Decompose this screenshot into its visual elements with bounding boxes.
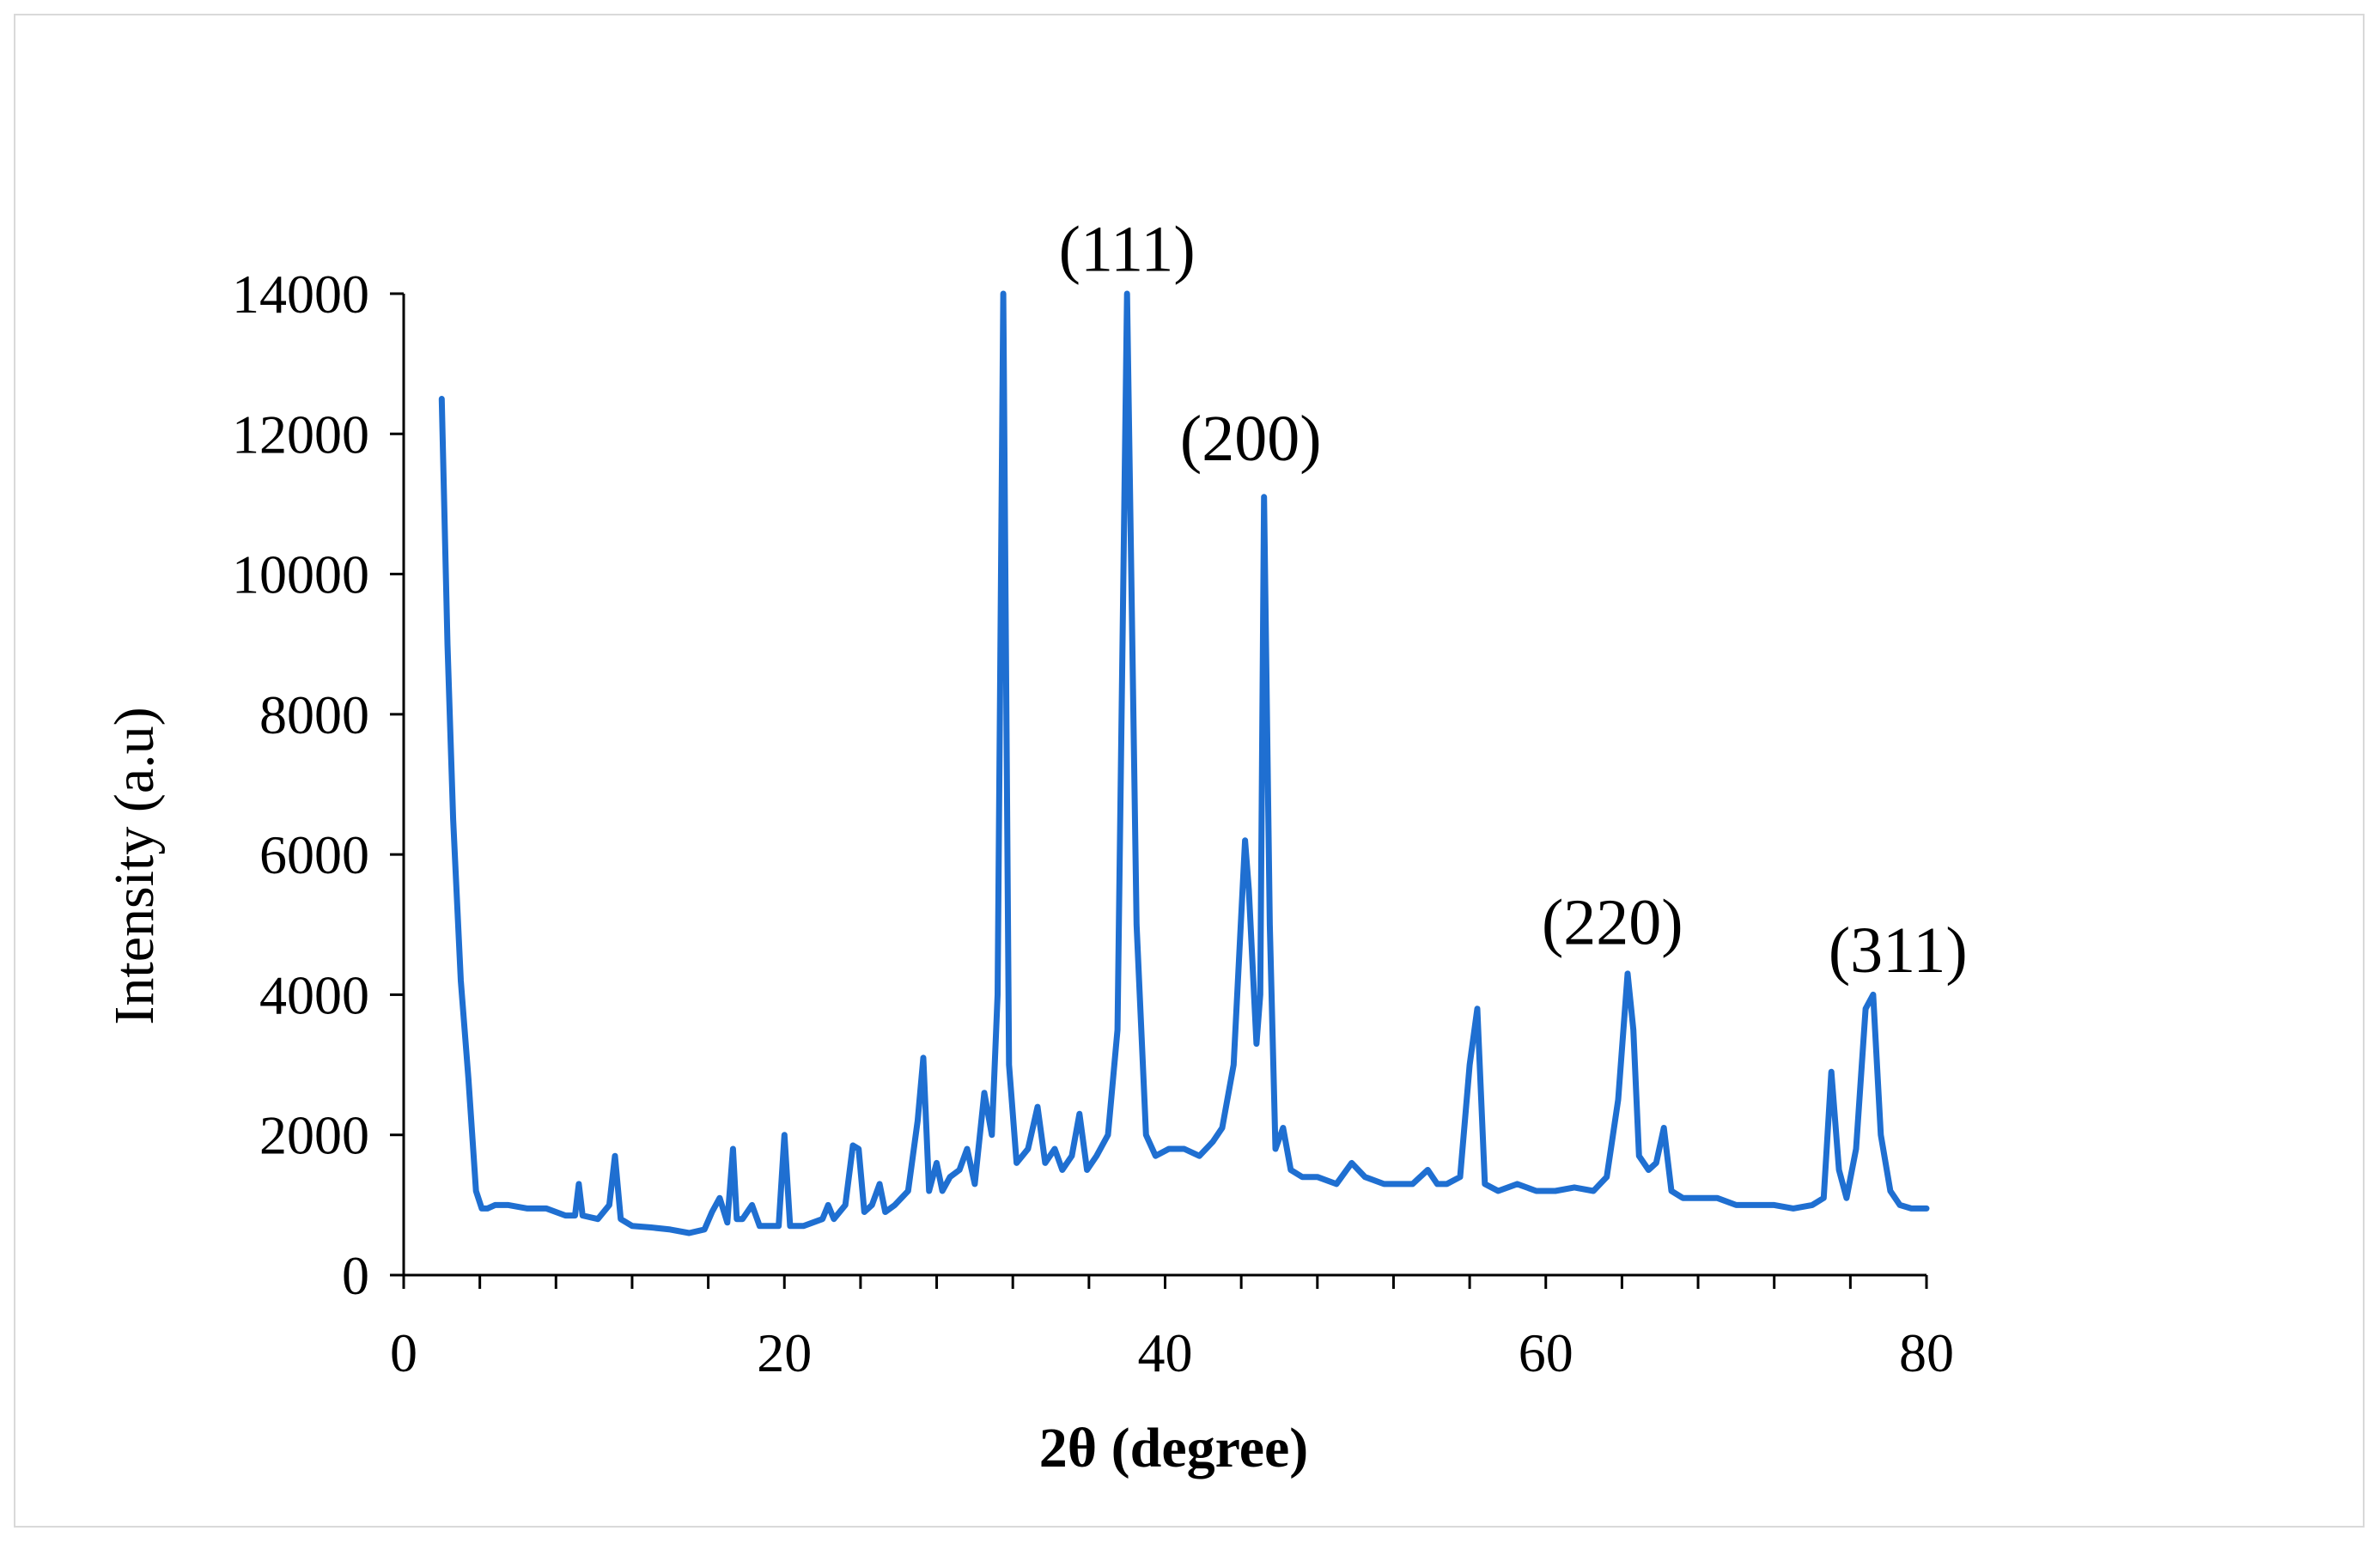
x-axis-title: 2θ (degree) — [1039, 1417, 1309, 1479]
peak-annotation: (200) — [1180, 403, 1322, 475]
annotations: (111) (200) (220) (311) — [1059, 214, 1968, 987]
y-tick-label: 2000 — [259, 1105, 369, 1166]
y-tick-label: 0 — [342, 1245, 369, 1306]
series-group — [438, 290, 1930, 1236]
x-tick-label: 80 — [1899, 1322, 1954, 1383]
peak-annotation: (311) — [1829, 914, 1968, 987]
y-tick-label: 6000 — [259, 824, 369, 885]
peak-annotation: (111) — [1059, 214, 1196, 286]
axes — [402, 294, 1927, 1277]
y-tick-label: 8000 — [259, 684, 369, 745]
x-tick-label: 0 — [390, 1322, 417, 1383]
y-tick-label: 10000 — [232, 544, 369, 605]
x-tick-label: 60 — [1519, 1322, 1573, 1383]
ticks: 0 2000 4000 6000 8000 10000 12000 14000 0 20 40 60 8… — [232, 264, 1954, 1383]
peak-annotation: (220) — [1542, 886, 1683, 958]
y-tick-label: 12000 — [232, 404, 369, 465]
series-line — [438, 290, 1930, 1236]
x-tick-label: 40 — [1138, 1322, 1193, 1383]
y-tick-label: 14000 — [232, 264, 369, 325]
y-axis-title: Intensity (a.u) — [103, 707, 166, 1024]
x-tick-label: 20 — [757, 1322, 812, 1383]
y-tick-label: 4000 — [259, 964, 369, 1025]
